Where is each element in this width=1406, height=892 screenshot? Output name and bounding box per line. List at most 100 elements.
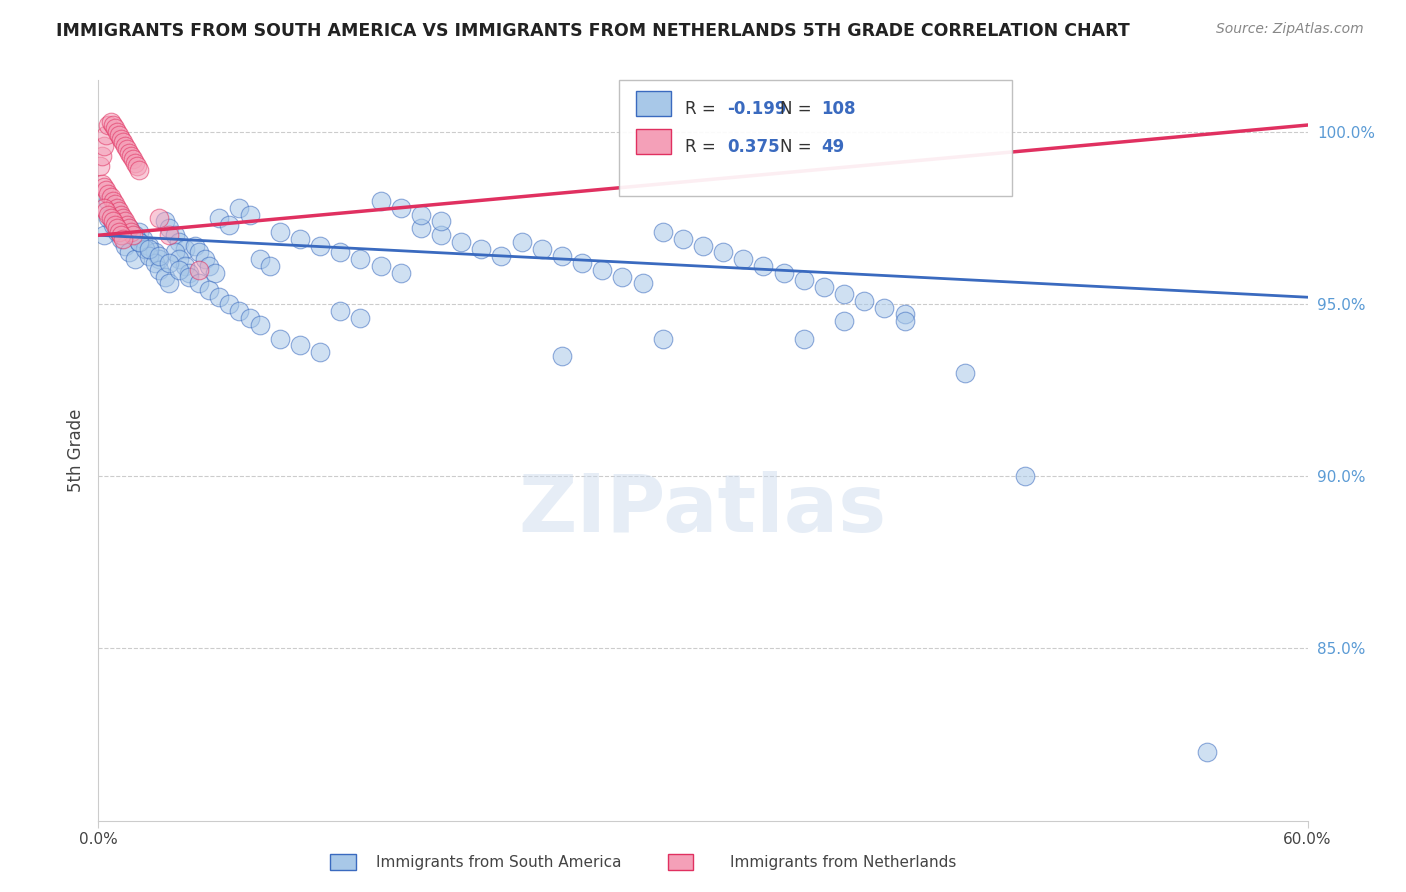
- Point: [430, 214, 453, 228]
- Point: [772, 266, 794, 280]
- Point: [97, 186, 120, 201]
- Point: [157, 228, 180, 243]
- Point: [93, 228, 115, 243]
- Point: [101, 218, 124, 232]
- Point: [269, 225, 291, 239]
- Point: [134, 242, 156, 256]
- Text: Immigrants from South America: Immigrants from South America: [377, 855, 621, 870]
- Point: [124, 228, 146, 243]
- Point: [105, 221, 128, 235]
- Text: 108: 108: [821, 100, 856, 118]
- Text: N =: N =: [780, 100, 817, 118]
- Point: [110, 232, 132, 246]
- Point: [157, 256, 180, 270]
- Point: [121, 228, 143, 243]
- Point: [249, 318, 271, 332]
- Point: [551, 249, 574, 263]
- Point: [873, 301, 896, 315]
- Point: [832, 286, 855, 301]
- Point: [198, 259, 221, 273]
- Point: [430, 228, 453, 243]
- Point: [1195, 745, 1218, 759]
- Point: [118, 221, 141, 235]
- Point: [612, 269, 634, 284]
- Point: [148, 252, 170, 267]
- Point: [389, 201, 412, 215]
- Text: IMMIGRANTS FROM SOUTH AMERICA VS IMMIGRANTS FROM NETHERLANDS 5TH GRADE CORRELATI: IMMIGRANTS FROM SOUTH AMERICA VS IMMIGRA…: [56, 22, 1130, 40]
- Point: [167, 252, 190, 267]
- Point: [101, 194, 124, 208]
- Point: [143, 256, 166, 270]
- Point: [288, 338, 311, 352]
- Point: [571, 256, 593, 270]
- Point: [551, 349, 574, 363]
- Point: [111, 214, 134, 228]
- Point: [105, 201, 128, 215]
- Point: [288, 232, 311, 246]
- Point: [409, 221, 432, 235]
- Point: [389, 266, 412, 280]
- Point: [269, 332, 291, 346]
- Point: [813, 280, 835, 294]
- Point: [143, 245, 166, 260]
- Point: [128, 235, 150, 249]
- Point: [110, 208, 132, 222]
- Point: [793, 273, 815, 287]
- Point: [163, 228, 186, 243]
- Point: [470, 242, 492, 256]
- Point: [103, 121, 125, 136]
- Point: [101, 118, 124, 132]
- Point: [115, 218, 138, 232]
- Point: [138, 238, 160, 252]
- Point: [100, 211, 122, 225]
- Point: [121, 153, 143, 167]
- Point: [349, 310, 371, 325]
- Point: [114, 138, 136, 153]
- Text: ZIPatlas: ZIPatlas: [519, 471, 887, 549]
- Text: -0.199: -0.199: [727, 100, 786, 118]
- Point: [91, 177, 114, 191]
- Point: [157, 277, 180, 291]
- Point: [672, 232, 695, 246]
- Point: [249, 252, 271, 267]
- Point: [167, 235, 190, 249]
- Point: [101, 214, 124, 228]
- Point: [120, 149, 142, 163]
- Point: [631, 277, 654, 291]
- Point: [97, 208, 120, 222]
- Point: [163, 245, 186, 260]
- Point: [100, 190, 122, 204]
- Point: [174, 242, 197, 256]
- Point: [853, 293, 876, 308]
- Point: [349, 252, 371, 267]
- Point: [96, 204, 118, 219]
- Point: [198, 283, 221, 297]
- Text: R =: R =: [685, 138, 721, 156]
- Text: R =: R =: [685, 100, 721, 118]
- Point: [118, 221, 141, 235]
- Point: [208, 290, 231, 304]
- Text: 49: 49: [821, 138, 845, 156]
- Point: [194, 252, 217, 267]
- Point: [188, 262, 211, 277]
- Point: [91, 149, 114, 163]
- Point: [153, 214, 176, 228]
- Point: [309, 345, 332, 359]
- Point: [953, 366, 976, 380]
- Point: [188, 245, 211, 260]
- Point: [893, 314, 915, 328]
- Point: [733, 252, 755, 267]
- Point: [491, 249, 513, 263]
- Point: [218, 218, 240, 232]
- Point: [530, 242, 553, 256]
- Point: [208, 211, 231, 225]
- Y-axis label: 5th Grade: 5th Grade: [66, 409, 84, 492]
- Point: [832, 314, 855, 328]
- Point: [105, 125, 128, 139]
- Point: [93, 180, 115, 194]
- Point: [97, 194, 120, 208]
- Point: [107, 208, 129, 222]
- Point: [148, 211, 170, 225]
- Point: [93, 201, 115, 215]
- Point: [148, 249, 170, 263]
